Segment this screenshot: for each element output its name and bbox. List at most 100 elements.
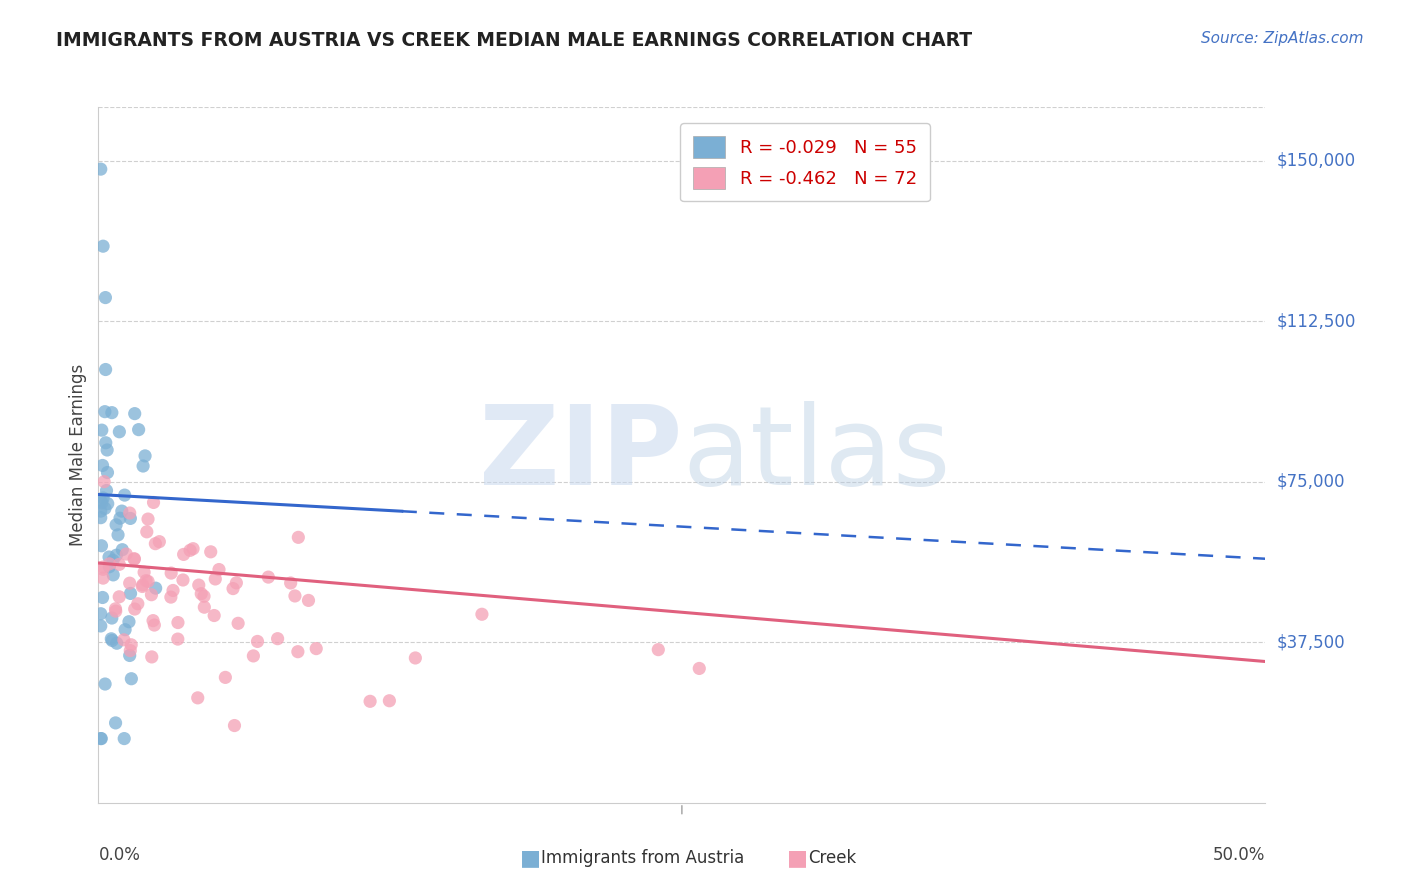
Point [90, 607, 112, 621]
Point [127, 597, 149, 611]
Point [246, 634, 269, 648]
Point [91, 491, 114, 505]
Point [114, 488, 136, 502]
Point [131, 579, 153, 593]
Point [118, 576, 141, 591]
Point [108, 558, 131, 572]
Point [94, 501, 117, 516]
Point [148, 534, 170, 549]
Point [104, 715, 127, 730]
Point [136, 574, 159, 589]
Point [90, 423, 112, 437]
Point [124, 407, 146, 421]
Point [101, 553, 124, 567]
Point [104, 602, 127, 616]
Point [91, 562, 114, 576]
Point [297, 593, 319, 607]
Point [135, 574, 157, 588]
Text: $150,000: $150,000 [1277, 152, 1355, 169]
Point [98, 557, 121, 571]
Point [103, 567, 125, 582]
Point [222, 582, 245, 596]
Point [404, 651, 426, 665]
Point [160, 590, 183, 604]
Point [104, 604, 127, 618]
Point [90, 539, 112, 553]
Text: $112,500: $112,500 [1277, 312, 1355, 330]
Point [91, 571, 114, 585]
Point [118, 506, 141, 520]
Point [96, 483, 118, 498]
Point [200, 545, 222, 559]
Text: 50.0%: 50.0% [1213, 846, 1265, 863]
Point [108, 425, 131, 439]
Point [141, 588, 163, 602]
Point [193, 600, 215, 615]
Point [105, 636, 128, 650]
Point [135, 524, 157, 539]
Point [181, 541, 204, 556]
Point [226, 616, 249, 631]
Point [202, 608, 225, 623]
Point [90, 496, 112, 510]
Point [120, 511, 142, 525]
Point [108, 511, 131, 525]
Point [118, 648, 141, 663]
Point [287, 645, 309, 659]
Point [94, 291, 117, 305]
Point [122, 552, 145, 566]
Point [105, 548, 128, 562]
Point [134, 449, 156, 463]
Point [90, 504, 112, 518]
Point [378, 694, 401, 708]
Point [187, 578, 209, 592]
Point [305, 641, 328, 656]
Point [214, 670, 236, 684]
Point [94, 362, 117, 376]
Point [204, 572, 226, 586]
Point [224, 718, 246, 732]
Point [359, 694, 381, 708]
Point [91, 560, 114, 574]
Point [193, 589, 215, 603]
Point [90, 162, 112, 177]
Point [90, 731, 112, 746]
Point [94, 677, 117, 691]
Point [172, 573, 194, 587]
Point [141, 649, 163, 664]
Point [120, 643, 142, 657]
Point [132, 578, 155, 592]
Point [91, 591, 114, 605]
Point [90, 510, 112, 524]
Point [115, 547, 138, 561]
Point [284, 589, 307, 603]
Point [287, 530, 309, 544]
Point [90, 493, 112, 508]
Point [280, 576, 302, 591]
Point [647, 642, 669, 657]
Point [132, 458, 155, 473]
Point [90, 619, 112, 633]
Point [167, 615, 190, 630]
Point [112, 632, 135, 647]
Text: ZIP: ZIP [478, 401, 682, 508]
Point [145, 581, 167, 595]
Point [111, 504, 134, 518]
Text: Creek: Creek [808, 849, 856, 867]
Point [187, 690, 209, 705]
Point [112, 731, 135, 746]
Point [143, 618, 166, 632]
Point [166, 632, 188, 646]
Point [124, 602, 146, 616]
Point [96, 466, 118, 480]
Point [120, 638, 142, 652]
Point [208, 563, 231, 577]
Point [94, 405, 117, 419]
Point [225, 575, 247, 590]
Point [124, 551, 146, 566]
Point [90, 731, 112, 746]
Point [91, 458, 114, 473]
Point [145, 536, 167, 550]
Y-axis label: Median Male Earnings: Median Male Earnings [69, 364, 87, 546]
Point [134, 566, 156, 580]
